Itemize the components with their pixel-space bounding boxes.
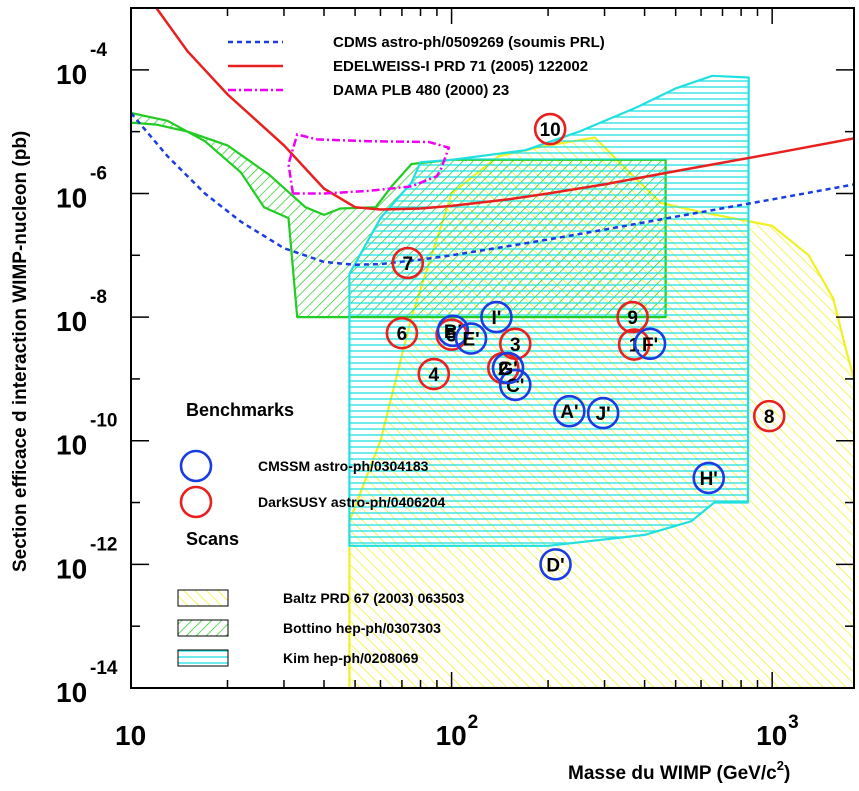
x-axis-label: Masse du WIMP (GeV/c2) — [568, 758, 790, 784]
cmssm-point-label: H' — [700, 469, 718, 490]
benchmarks-heading: Benchmarks — [186, 400, 294, 420]
cmssm-point-label: E' — [462, 330, 479, 351]
darksusy-point-10 — [533, 112, 567, 146]
legend-darksusy-label: DarkSUSY astro-ph/0406204 — [258, 494, 445, 510]
darksusy-point-label: 4 — [428, 365, 439, 386]
x-tick-label-exp: 2 — [468, 712, 479, 733]
y-tick-label: 10 — [56, 677, 87, 708]
plot-frame — [130, 7, 855, 689]
darksusy-point-label: 2 — [498, 359, 509, 380]
cmssm-point-label: G' — [498, 359, 517, 380]
y-tick-label: 10 — [56, 430, 87, 461]
cmssm-point-label: A' — [560, 402, 578, 423]
y-tick-label-exp: -8 — [90, 287, 107, 308]
y-tick-label-exp: -10 — [90, 411, 117, 432]
cmssm-point-d — [539, 548, 572, 581]
darksusy-point-6 — [385, 316, 419, 350]
y-tick-label-exp: -12 — [90, 534, 117, 555]
darksusy-point-7 — [391, 246, 425, 280]
y-tick-label-exp: -4 — [90, 40, 107, 61]
darksusy-point-label: 6 — [397, 324, 408, 345]
legend-bottino-swatch — [177, 619, 229, 637]
y-tick-label: 10 — [56, 182, 87, 213]
scan-regions — [131, 74, 854, 688]
y-axis-label: Section efficace d interaction WIMP-nucl… — [10, 131, 31, 572]
cmssm-point-a — [553, 394, 586, 428]
y-tick-label-exp: -6 — [90, 163, 107, 184]
x-tick-label-exp: 3 — [788, 712, 799, 733]
axis-ticks — [130, 7, 854, 689]
cmssm-point-h — [692, 461, 726, 495]
limit-curve-edelweiss-i — [155, 8, 854, 211]
cmssm-point-label: C' — [506, 376, 524, 397]
limit-curve-dama — [287, 132, 451, 195]
limit-curves — [131, 8, 854, 267]
cmssm-point-label: I' — [492, 308, 502, 329]
legend-kim-label: Kim hep-ph/0208069 — [283, 650, 419, 666]
y-tick-label: 10 — [56, 553, 87, 584]
cmssm-point-b — [436, 314, 470, 348]
darksusy-point-label: 10 — [540, 120, 561, 141]
x-tick-label: 10 — [115, 720, 146, 751]
darksusy-point-label: 8 — [764, 407, 775, 428]
cmssm-point-j — [586, 396, 620, 430]
legend-darksusy-symbol — [179, 485, 213, 519]
cmssm-point-i — [480, 300, 513, 334]
darksusy-point-1 — [617, 328, 651, 361]
benchmark-legend: Benchmarks CMSSM astro-ph/0304183 DarkSU… — [179, 400, 445, 549]
darksusy-point-9 — [616, 300, 649, 334]
cmssm-point-label: B' — [444, 322, 462, 343]
legend-edelweiss-label: EDELWEISS-I PRD 71 (2005) 122002 — [333, 58, 588, 75]
cmssm-point-e — [454, 322, 488, 355]
darksusy-point-label: 3 — [510, 335, 521, 356]
scans-heading: Scans — [186, 529, 239, 549]
cmssm-point-label: D' — [546, 555, 564, 576]
legend-baltz-label: Baltz PRD 67 (2003) 063503 — [283, 590, 465, 606]
cmssm-point-c — [498, 368, 532, 402]
scan-legend: Baltz PRD 67 (2003) 063503 Bottino hep-p… — [177, 589, 465, 667]
x-tick-label: 10 — [436, 720, 467, 751]
legend-cdms-label: CDMS astro-ph/0509269 (soumis PRL) — [333, 34, 605, 51]
scan-region-kim — [348, 74, 750, 547]
cmssm-point-label: J' — [596, 404, 611, 425]
limit-curve-cdms — [131, 112, 854, 267]
legend-dama-label: DAMA PLB 480 (2000) 23 — [333, 82, 509, 99]
y-tick-label: 10 — [56, 306, 87, 337]
legend-baltz-swatch — [177, 589, 229, 607]
y-tick-label-exp: -14 — [90, 658, 118, 679]
cmssm-point-g — [491, 351, 525, 385]
legend-cmssm-symbol — [179, 449, 213, 483]
legend-kim-swatch — [177, 649, 229, 667]
darksusy-point-8 — [752, 399, 786, 433]
darksusy-point-3 — [498, 327, 532, 361]
limit-legend: CDMS astro-ph/0509269 (soumis PRL) EDELW… — [228, 34, 605, 99]
darksusy-point-label: 5 — [446, 326, 457, 347]
legend-cmssm-label: CMSSM astro-ph/0304183 — [258, 458, 429, 474]
y-tick-label: 10 — [56, 59, 87, 90]
darksusy-point-label: 9 — [627, 308, 638, 329]
legend-bottino-label: Bottino hep-ph/0307303 — [283, 620, 441, 636]
x-tick-label: 10 — [756, 720, 787, 751]
darksusy-point-4 — [417, 357, 451, 391]
cmssm-point-f — [633, 327, 667, 361]
darksusy-point-label: 7 — [402, 254, 413, 275]
cmssm-point-label: F' — [642, 335, 658, 356]
